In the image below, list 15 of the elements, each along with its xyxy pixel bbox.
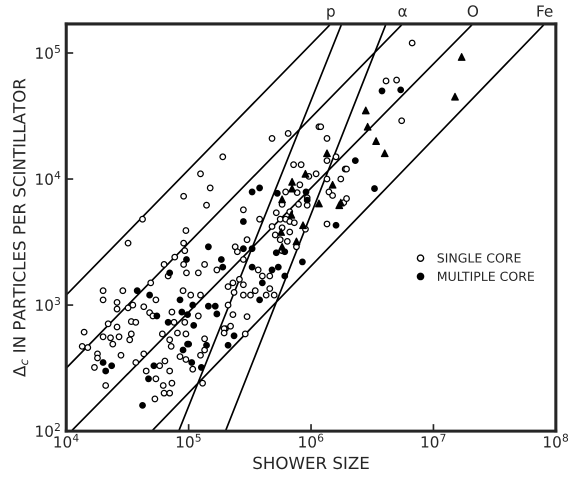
series-label: p bbox=[327, 8, 335, 20]
x-tick-label: 10$^{7}$ bbox=[422, 434, 446, 448]
series-label: Fe bbox=[537, 5, 552, 17]
y-tick-label: 10$^{3}$ bbox=[36, 296, 60, 311]
x-tick-label: 10$^{6}$ bbox=[299, 434, 324, 448]
y-tick-label: 10$^{5}$ bbox=[36, 45, 60, 59]
series-label: O bbox=[468, 5, 478, 17]
x-tick-label: 10$^{8}$ bbox=[544, 434, 568, 448]
x-axis-title: SHOWER SIZE bbox=[253, 456, 369, 470]
legend-label: SINGLE CORE bbox=[438, 253, 521, 263]
series-label: α bbox=[398, 8, 407, 17]
legend-label: MULTIPLE CORE bbox=[438, 272, 534, 282]
y-axis-title: Δ$_{c}$ IN PARTICLES PER SCINTILLATOR bbox=[12, 78, 28, 377]
y-tick-label: 10$^{4}$ bbox=[36, 171, 60, 185]
x-tick-label: 10$^{5}$ bbox=[176, 434, 201, 448]
